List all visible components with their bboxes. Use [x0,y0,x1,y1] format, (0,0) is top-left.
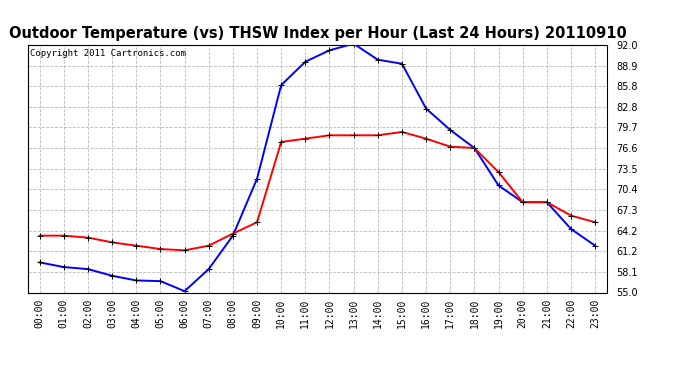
Text: Copyright 2011 Cartronics.com: Copyright 2011 Cartronics.com [30,49,186,58]
Text: Outdoor Temperature (vs) THSW Index per Hour (Last 24 Hours) 20110910: Outdoor Temperature (vs) THSW Index per … [8,26,627,41]
